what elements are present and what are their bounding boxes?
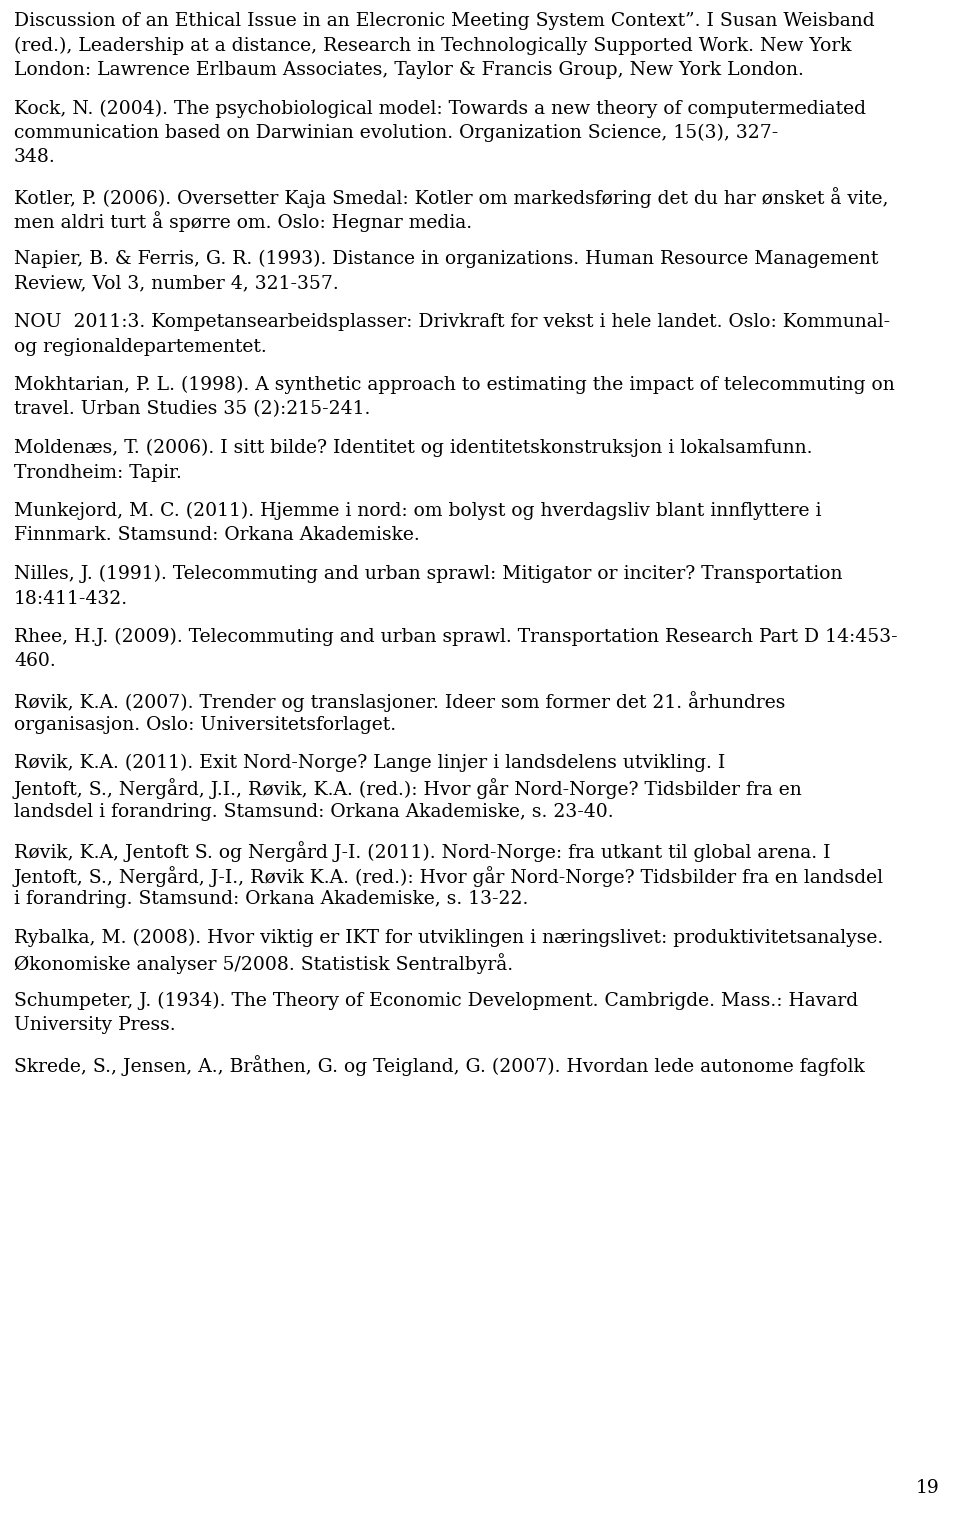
Text: Trondheim: Tapir.: Trondheim: Tapir. bbox=[14, 464, 181, 482]
Text: NOU  2011:3. Kompetansearbeidsplasser: Drivkraft for vekst i hele landet. Oslo: : NOU 2011:3. Kompetansearbeidsplasser: Dr… bbox=[14, 314, 890, 330]
Text: 18:411-432.: 18:411-432. bbox=[14, 589, 128, 608]
Text: (red.), Leadership at a distance, Research in Technologically Supported Work. Ne: (red.), Leadership at a distance, Resear… bbox=[14, 36, 852, 55]
Text: Kock, N. (2004). The psychobiological model: Towards a new theory of computermed: Kock, N. (2004). The psychobiological mo… bbox=[14, 100, 866, 118]
Text: Napier, B. & Ferris, G. R. (1993). Distance in organizations. Human Resource Man: Napier, B. & Ferris, G. R. (1993). Dista… bbox=[14, 250, 878, 268]
Text: Kotler, P. (2006). Oversetter Kaja Smedal: Kotler om markedsføring det du har øn: Kotler, P. (2006). Oversetter Kaja Smeda… bbox=[14, 186, 889, 208]
Text: Finnmark. Stamsund: Orkana Akademiske.: Finnmark. Stamsund: Orkana Akademiske. bbox=[14, 527, 420, 544]
Text: communication based on Darwinian evolution. Organization Science, 15(3), 327-: communication based on Darwinian evoluti… bbox=[14, 124, 779, 142]
Text: i forandring. Stamsund: Orkana Akademiske, s. 13-22.: i forandring. Stamsund: Orkana Akademisk… bbox=[14, 891, 528, 909]
Text: travel. Urban Studies 35 (2):215-241.: travel. Urban Studies 35 (2):215-241. bbox=[14, 400, 371, 418]
Text: 19: 19 bbox=[916, 1479, 940, 1497]
Text: Discussion of an Ethical Issue in an Elecronic Meeting System Context”. I Susan : Discussion of an Ethical Issue in an Ele… bbox=[14, 12, 875, 30]
Text: Jentoft, S., Nergård, J.I., Røvik, K.A. (red.): Hvor går Nord-Norge? Tidsbilder : Jentoft, S., Nergård, J.I., Røvik, K.A. … bbox=[14, 779, 803, 800]
Text: Moldenæs, T. (2006). I sitt bilde? Identitet og identitetskonstruksjon i lokalsa: Moldenæs, T. (2006). I sitt bilde? Ident… bbox=[14, 439, 812, 458]
Text: Mokhtarian, P. L. (1998). A synthetic approach to estimating the impact of telec: Mokhtarian, P. L. (1998). A synthetic ap… bbox=[14, 376, 895, 394]
Text: og regionaldepartementet.: og regionaldepartementet. bbox=[14, 338, 267, 356]
Text: landsdel i forandring. Stamsund: Orkana Akademiske, s. 23-40.: landsdel i forandring. Stamsund: Orkana … bbox=[14, 803, 613, 821]
Text: organisasjon. Oslo: Universitetsforlaget.: organisasjon. Oslo: Universitetsforlaget… bbox=[14, 715, 396, 733]
Text: Jentoft, S., Nergård, J-I., Røvik K.A. (red.): Hvor går Nord-Norge? Tidsbilder f: Jentoft, S., Nergård, J-I., Røvik K.A. (… bbox=[14, 867, 884, 886]
Text: Økonomiske analyser 5/2008. Statistisk Sentralbyrå.: Økonomiske analyser 5/2008. Statistisk S… bbox=[14, 953, 514, 974]
Text: Munkejord, M. C. (2011). Hjemme i nord: om bolyst og hverdagsliv blant innflytte: Munkejord, M. C. (2011). Hjemme i nord: … bbox=[14, 501, 822, 520]
Text: Schumpeter, J. (1934). The Theory of Economic Development. Cambrigde. Mass.: Hav: Schumpeter, J. (1934). The Theory of Eco… bbox=[14, 992, 858, 1011]
Text: 348.: 348. bbox=[14, 148, 56, 167]
Text: Røvik, K.A. (2011). Exit Nord-Norge? Lange linjer i landsdelens utvikling. I: Røvik, K.A. (2011). Exit Nord-Norge? Lan… bbox=[14, 754, 725, 773]
Text: men aldri turt å spørre om. Oslo: Hegnar media.: men aldri turt å spørre om. Oslo: Hegnar… bbox=[14, 212, 472, 232]
Text: London: Lawrence Erlbaum Associates, Taylor & Francis Group, New York London.: London: Lawrence Erlbaum Associates, Tay… bbox=[14, 61, 804, 79]
Text: Rybalka, M. (2008). Hvor viktig er IKT for utviklingen i næringslivet: produktiv: Rybalka, M. (2008). Hvor viktig er IKT f… bbox=[14, 929, 883, 947]
Text: Skrede, S., Jensen, A., Bråthen, G. og Teigland, G. (2007). Hvordan lede autonom: Skrede, S., Jensen, A., Bråthen, G. og T… bbox=[14, 1054, 865, 1076]
Text: Review, Vol 3, number 4, 321-357.: Review, Vol 3, number 4, 321-357. bbox=[14, 274, 339, 292]
Text: Nilles, J. (1991). Telecommuting and urban sprawl: Mitigator or inciter? Transpo: Nilles, J. (1991). Telecommuting and urb… bbox=[14, 565, 843, 583]
Text: Rhee, H.J. (2009). Telecommuting and urban sprawl. Transportation Research Part : Rhee, H.J. (2009). Telecommuting and urb… bbox=[14, 629, 898, 647]
Text: Røvik, K.A, Jentoft S. og Nergård J-I. (2011). Nord-Norge: fra utkant til global: Røvik, K.A, Jentoft S. og Nergård J-I. (… bbox=[14, 841, 830, 862]
Text: Røvik, K.A. (2007). Trender og translasjoner. Ideer som former det 21. århundres: Røvik, K.A. (2007). Trender og translasj… bbox=[14, 691, 785, 712]
Text: University Press.: University Press. bbox=[14, 1017, 176, 1035]
Text: 460.: 460. bbox=[14, 653, 56, 671]
